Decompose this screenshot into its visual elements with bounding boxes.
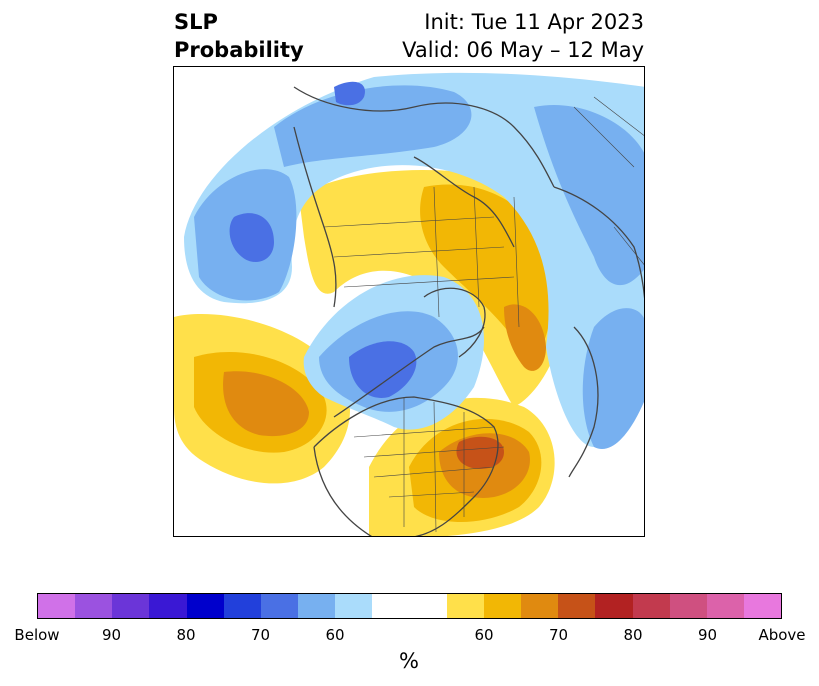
coastlines [293,86,644,536]
colorbar-segment [335,594,373,618]
below-anomaly-atlantic-asia [184,72,644,447]
colorbar-segment [409,594,447,618]
init-date: Init: Tue 11 Apr 2023 [424,10,644,34]
polar-map [173,66,645,537]
borders [323,96,644,533]
below-anomaly-asia-inner [534,105,644,286]
below-anomaly-canada-core [349,341,417,398]
colorbar-tick-label: 60 [325,626,345,644]
above-anomaly-eastern-us-core [456,436,504,469]
colorbar-tick-label: 90 [697,626,718,644]
colorbar-segment [632,594,670,618]
colorbar-tick-label: 70 [250,626,271,644]
above-anomaly-north-pacific-core [223,371,309,437]
above-anomaly-eurasia-mid [504,304,546,371]
colorbar-segment [112,594,150,618]
probability-map-graphic [174,67,644,536]
below-anomaly-west-pacific-core [229,213,274,262]
map-title: SLP Probability [174,8,304,64]
colorbar-segment [372,594,410,618]
colorbar-segment [521,594,559,618]
colorbar-segment [38,594,76,618]
below-anomaly-europe-core [334,81,365,106]
colorbar-segment [706,594,744,618]
title-line-2: Probability [174,38,304,62]
title-line-1: SLP [174,10,218,34]
colorbar-segment [186,594,224,618]
colorbar-segment [669,594,707,618]
colorbar-segment [483,594,522,618]
valid-range: Valid: 06 May – 12 May [402,38,644,62]
colorbar-segment [446,594,484,618]
below-anomaly-east-pacific [582,308,644,449]
colorbar-segment [743,594,782,618]
colorbar-segment [223,594,261,618]
colorbar-tick-label: Above [758,626,806,644]
colorbar-unit-label: % [399,649,419,673]
colorbar-tick-label: 80 [176,626,196,644]
colorbar-tick-label: Below [14,626,60,644]
colorbar-segment [75,594,113,618]
colorbar-tick-label: 80 [623,626,643,644]
colorbar-tick-label: 70 [548,626,569,644]
colorbar-segment [149,594,187,618]
colorbar [37,593,782,619]
forecast-dates: Init: Tue 11 Apr 2023 Valid: 06 May – 12… [402,8,644,64]
colorbar-tick-label: 60 [474,626,494,644]
colorbar-tick-label: 90 [101,626,122,644]
colorbar-segment [260,594,299,618]
colorbar-segment [558,594,596,618]
colorbar-segment [595,594,633,618]
colorbar-segment [298,594,336,618]
